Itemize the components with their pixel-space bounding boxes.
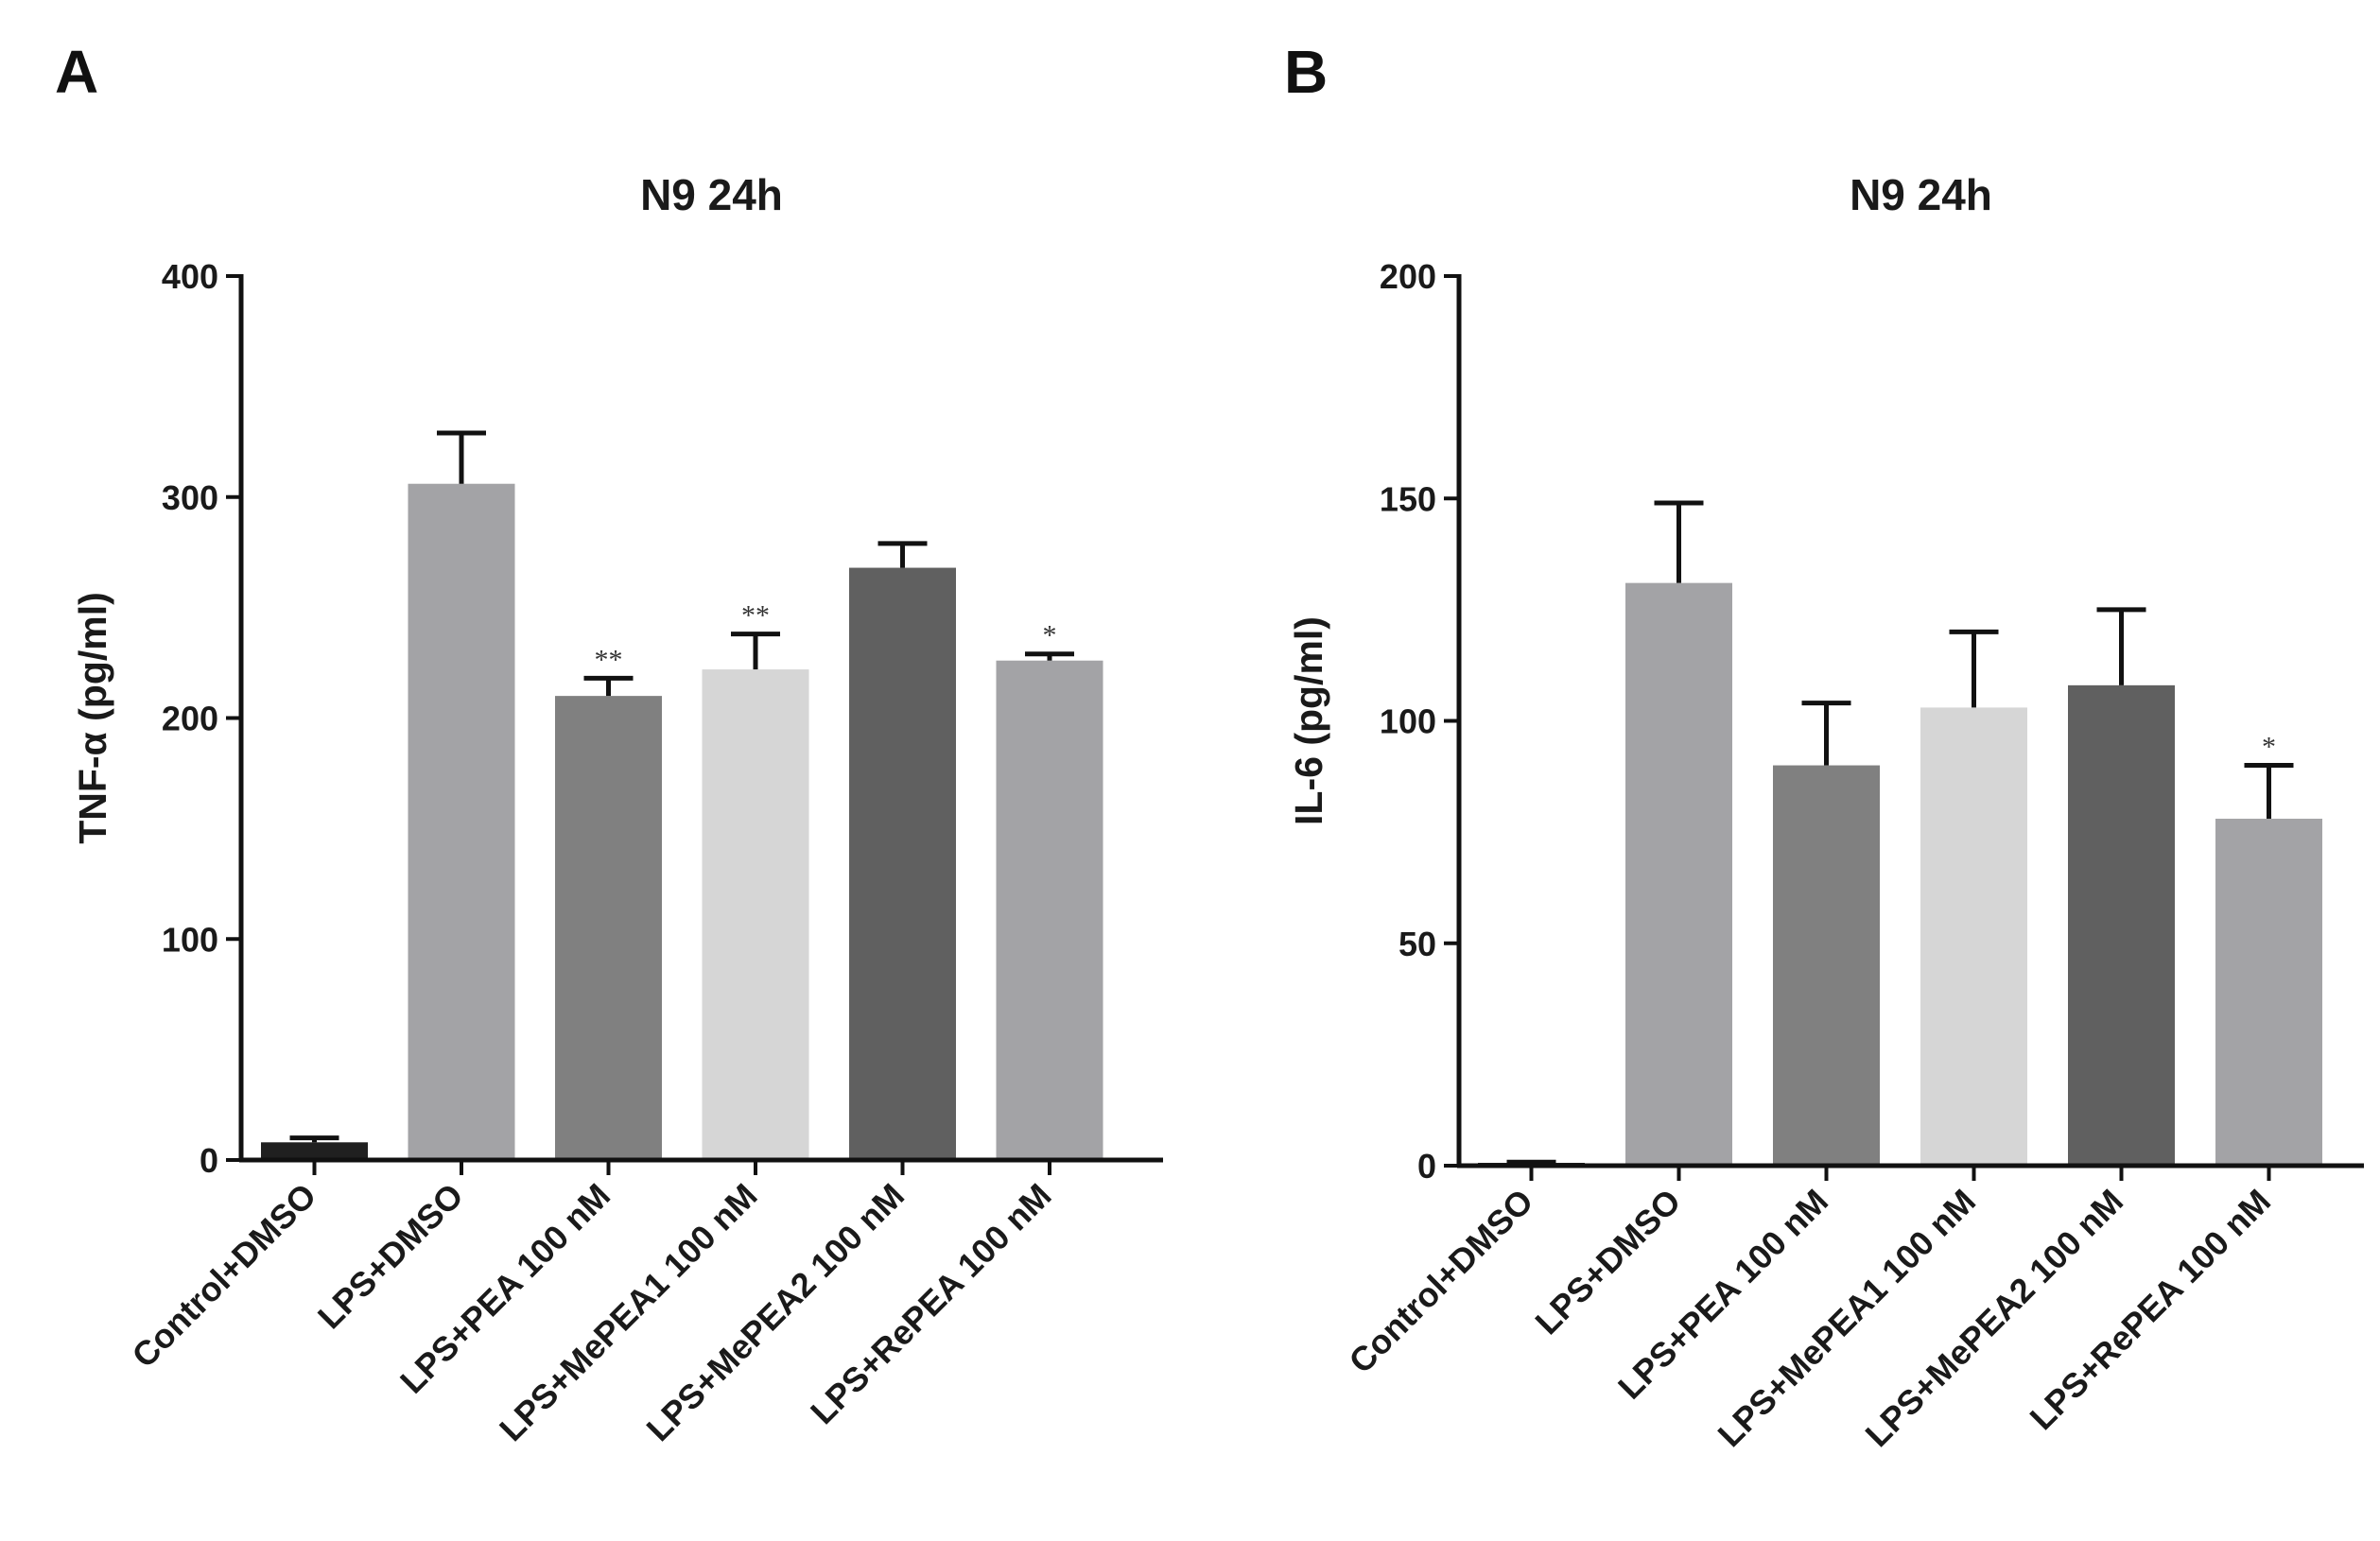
y-tick-label: 50 — [1398, 925, 1436, 963]
bar — [1920, 707, 2027, 1166]
x-category-label: LPS+MePEA2 100 nM — [1858, 1182, 2131, 1455]
bar — [261, 1142, 368, 1160]
y-tick-label: 100 — [162, 920, 218, 959]
bar — [702, 669, 809, 1160]
x-category-label: LPS+RePEA 100 nM — [2022, 1182, 2278, 1438]
y-tick-label: 0 — [1417, 1147, 1436, 1186]
y-tick-label: 100 — [1380, 702, 1436, 741]
y-tick-label: 300 — [162, 478, 218, 517]
bar — [1773, 765, 1880, 1166]
bar — [408, 483, 515, 1161]
y-tick-label: 0 — [200, 1141, 218, 1180]
y-tick-label: 200 — [1380, 257, 1436, 296]
chart-panel-b: B N9 24h IL-6 (pg/ml) * 0 50 100 150 200 Control+… — [1284, 38, 2364, 1454]
x-category-label: LPS+DMSO — [310, 1176, 471, 1337]
x-category-label: LPS+RePEA 100 nM — [803, 1176, 1059, 1432]
significance-marker: * — [2262, 732, 2276, 763]
y-tick-label: 400 — [162, 257, 218, 296]
y-axis-label: IL-6 (pg/ml) — [1287, 616, 1330, 825]
significance-marker: ** — [595, 644, 623, 675]
x-category-label: Control+DMSO — [124, 1176, 323, 1376]
chart-title: N9 24h — [1850, 170, 1992, 219]
y-axis-label: TNF-α (pg/ml) — [71, 592, 114, 844]
bar — [2068, 684, 2175, 1166]
bar — [1625, 582, 1732, 1166]
bar — [2215, 819, 2322, 1166]
bar — [996, 660, 1103, 1160]
chart-title: N9 24h — [640, 170, 783, 219]
x-category-label: LPS+MePEA1 100 nM — [1711, 1182, 1984, 1455]
bar — [555, 696, 662, 1160]
x-category-label: LPS+DMSO — [1527, 1182, 1688, 1342]
x-category-label: LPS+MePEA1 100 nM — [492, 1176, 765, 1449]
bar — [849, 567, 956, 1160]
y-tick-label: 200 — [162, 700, 218, 738]
significance-marker: ** — [741, 600, 770, 632]
y-tick-label: 150 — [1380, 479, 1436, 518]
panel-letter: A — [55, 38, 98, 106]
panel-letter: B — [1284, 38, 1328, 106]
x-category-label: LPS+MePEA2 100 nM — [639, 1176, 912, 1449]
x-category-label: Control+DMSO — [1341, 1182, 1540, 1381]
significance-marker: * — [1043, 620, 1057, 651]
